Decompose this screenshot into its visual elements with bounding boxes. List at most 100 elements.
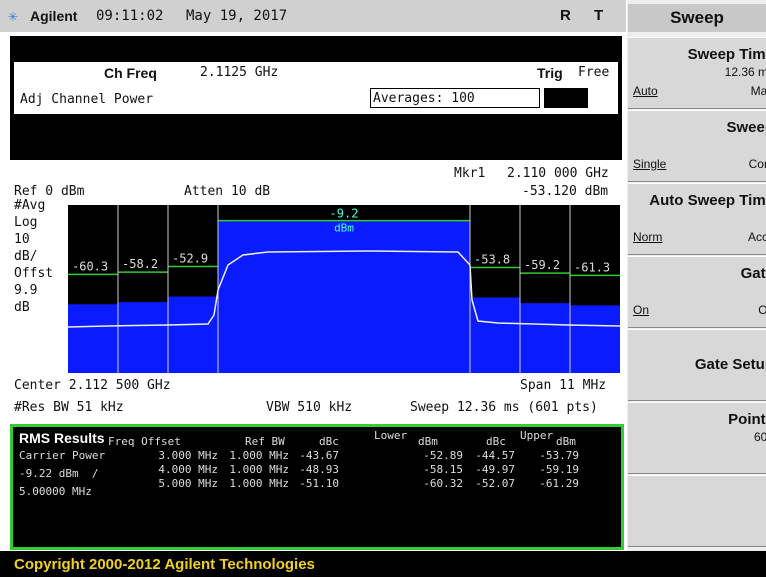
averages: Averages: 100 [370, 88, 540, 108]
time: 09:11:02 [96, 8, 164, 24]
channel-level-label: -52.9 [172, 252, 208, 266]
averages-box [544, 88, 588, 108]
results-heading: dBc [319, 435, 339, 448]
ch-freq: 2.1125 GHz [200, 65, 279, 80]
channel-unit: dBm [334, 222, 354, 235]
softkey-body: Gate Setup [628, 330, 766, 400]
res-bw: #Res BW 51 kHz [14, 400, 124, 415]
toggle-right: Accy [747, 230, 766, 244]
softkey[interactable]: Gate Setup [628, 329, 766, 401]
result-cell: -43.67 [299, 449, 339, 462]
result-cell: -60.32 [423, 477, 463, 490]
marker-name: Mkr1 [454, 166, 486, 181]
softkey-label: Sweep Time [687, 46, 766, 63]
channel-fill [118, 302, 168, 373]
carrier-info: Carrier Power [19, 449, 106, 462]
channel-level-label: -53.8 [474, 252, 510, 266]
copyright-bar [0, 551, 766, 577]
result-cell: 1.000 MHz [229, 449, 289, 462]
channel-level-label: -9.2 [330, 207, 359, 221]
menu-title: Sweep [628, 4, 766, 32]
results-heading: dBm [418, 435, 438, 448]
toggle-left: Auto [633, 84, 658, 98]
upper-heading: Upper [520, 429, 554, 442]
result-cell: -49.97 [475, 463, 515, 476]
vbw: VBW 510 kHz [266, 400, 353, 415]
mode: Adj Channel Power [20, 92, 154, 107]
result-cell: -44.57 [475, 449, 515, 462]
channel-level-label: -61.3 [574, 260, 610, 274]
brand: Agilent [30, 8, 78, 24]
result-cell: -59.19 [539, 463, 579, 476]
results-heading: Freq Offset [108, 435, 181, 448]
flag: T [594, 7, 604, 24]
header-bar [0, 0, 626, 32]
results-title: RMS Results [19, 430, 105, 446]
softkey[interactable]: Sweep Single Cont [628, 110, 766, 182]
scale-label: 10 [14, 232, 30, 247]
date: May 19, 2017 [186, 8, 288, 24]
results-box: RMS Results Freq Offset Ref BW dBc dBm dBc dBm… [10, 424, 624, 550]
result-cell: 5.000 MHz [158, 477, 218, 490]
softkey[interactable] [628, 475, 766, 547]
toggle-left: Single [633, 157, 667, 171]
softkey[interactable]: Auto Sweep Time Norm Accy [628, 183, 766, 255]
result-cell: 3.000 MHz [158, 449, 218, 462]
softkey[interactable]: Sweep Time 12.36 ms Auto Man [628, 37, 766, 109]
toggle-left: On [633, 303, 650, 317]
result-cell: -61.29 [539, 477, 579, 490]
ref-level: Ref 0 dBm [14, 184, 85, 199]
logo: ✳ [8, 6, 18, 25]
scale-label: Log [14, 215, 38, 230]
ch-freq-label: Ch Freq [104, 65, 157, 81]
lower-heading: Lower [374, 429, 408, 442]
scale-label: dB/ [14, 249, 38, 264]
carrier-info: -9.22 dBm / [19, 467, 99, 480]
channel-fill [520, 303, 570, 373]
softkey-body: Sweep Time 12.36 ms Auto Man [628, 38, 766, 108]
channel-fill [470, 297, 520, 373]
channel-fill [218, 220, 470, 373]
trace [68, 250, 620, 328]
softkey-toggle: Single Cont [633, 157, 766, 171]
flag: R [560, 7, 571, 24]
result-cell: -53.79 [539, 449, 579, 462]
softkey-body: Sweep Single Cont [628, 111, 766, 181]
toggle-right: Cont [748, 157, 766, 171]
results-heading: dBc [486, 435, 506, 448]
results-heading: dBm [556, 435, 576, 448]
scale-label: #Avg [14, 198, 46, 213]
result-cell: -51.10 [299, 477, 339, 490]
softkey-label: Gate [740, 265, 766, 282]
softkey-label: Gate Setup [694, 356, 766, 373]
center-freq: Center 2.112 500 GHz [14, 378, 171, 393]
trig-label: Trig [537, 65, 563, 81]
scale-label: Offst [14, 266, 54, 281]
softkey-body: Gate On Off [628, 257, 766, 327]
atten: Atten 10 dB [184, 184, 271, 199]
channel-fill [570, 305, 620, 373]
span: Span 11 MHz [520, 378, 607, 393]
softkey-toggle: Auto Man [633, 84, 766, 98]
results-heading: Ref BW [245, 435, 285, 448]
softkey[interactable]: Points 601 [628, 402, 766, 474]
trig: Free [578, 65, 610, 80]
softkey-value: 601 [753, 430, 766, 444]
scale-label: 9.9 [14, 283, 38, 298]
softkey-label: Sweep [726, 119, 766, 136]
copyright: Copyright 2000-2012 Agilent Technologies [14, 556, 315, 573]
result-cell: 1.000 MHz [229, 463, 289, 476]
result-cell: -52.89 [423, 449, 463, 462]
result-cell: -48.93 [299, 463, 339, 476]
channel-level-label: -60.3 [72, 259, 108, 273]
channel-fill [68, 304, 118, 373]
channel-fill [168, 296, 218, 373]
scale-label: dB [14, 300, 30, 315]
carrier-info: 5.00000 MHz [19, 485, 92, 498]
softkey[interactable]: Gate On Off [628, 256, 766, 328]
result-cell: 1.000 MHz [229, 477, 289, 490]
softkey-body: Points 601 [628, 403, 766, 473]
channel-level-label: -58.2 [122, 257, 158, 271]
